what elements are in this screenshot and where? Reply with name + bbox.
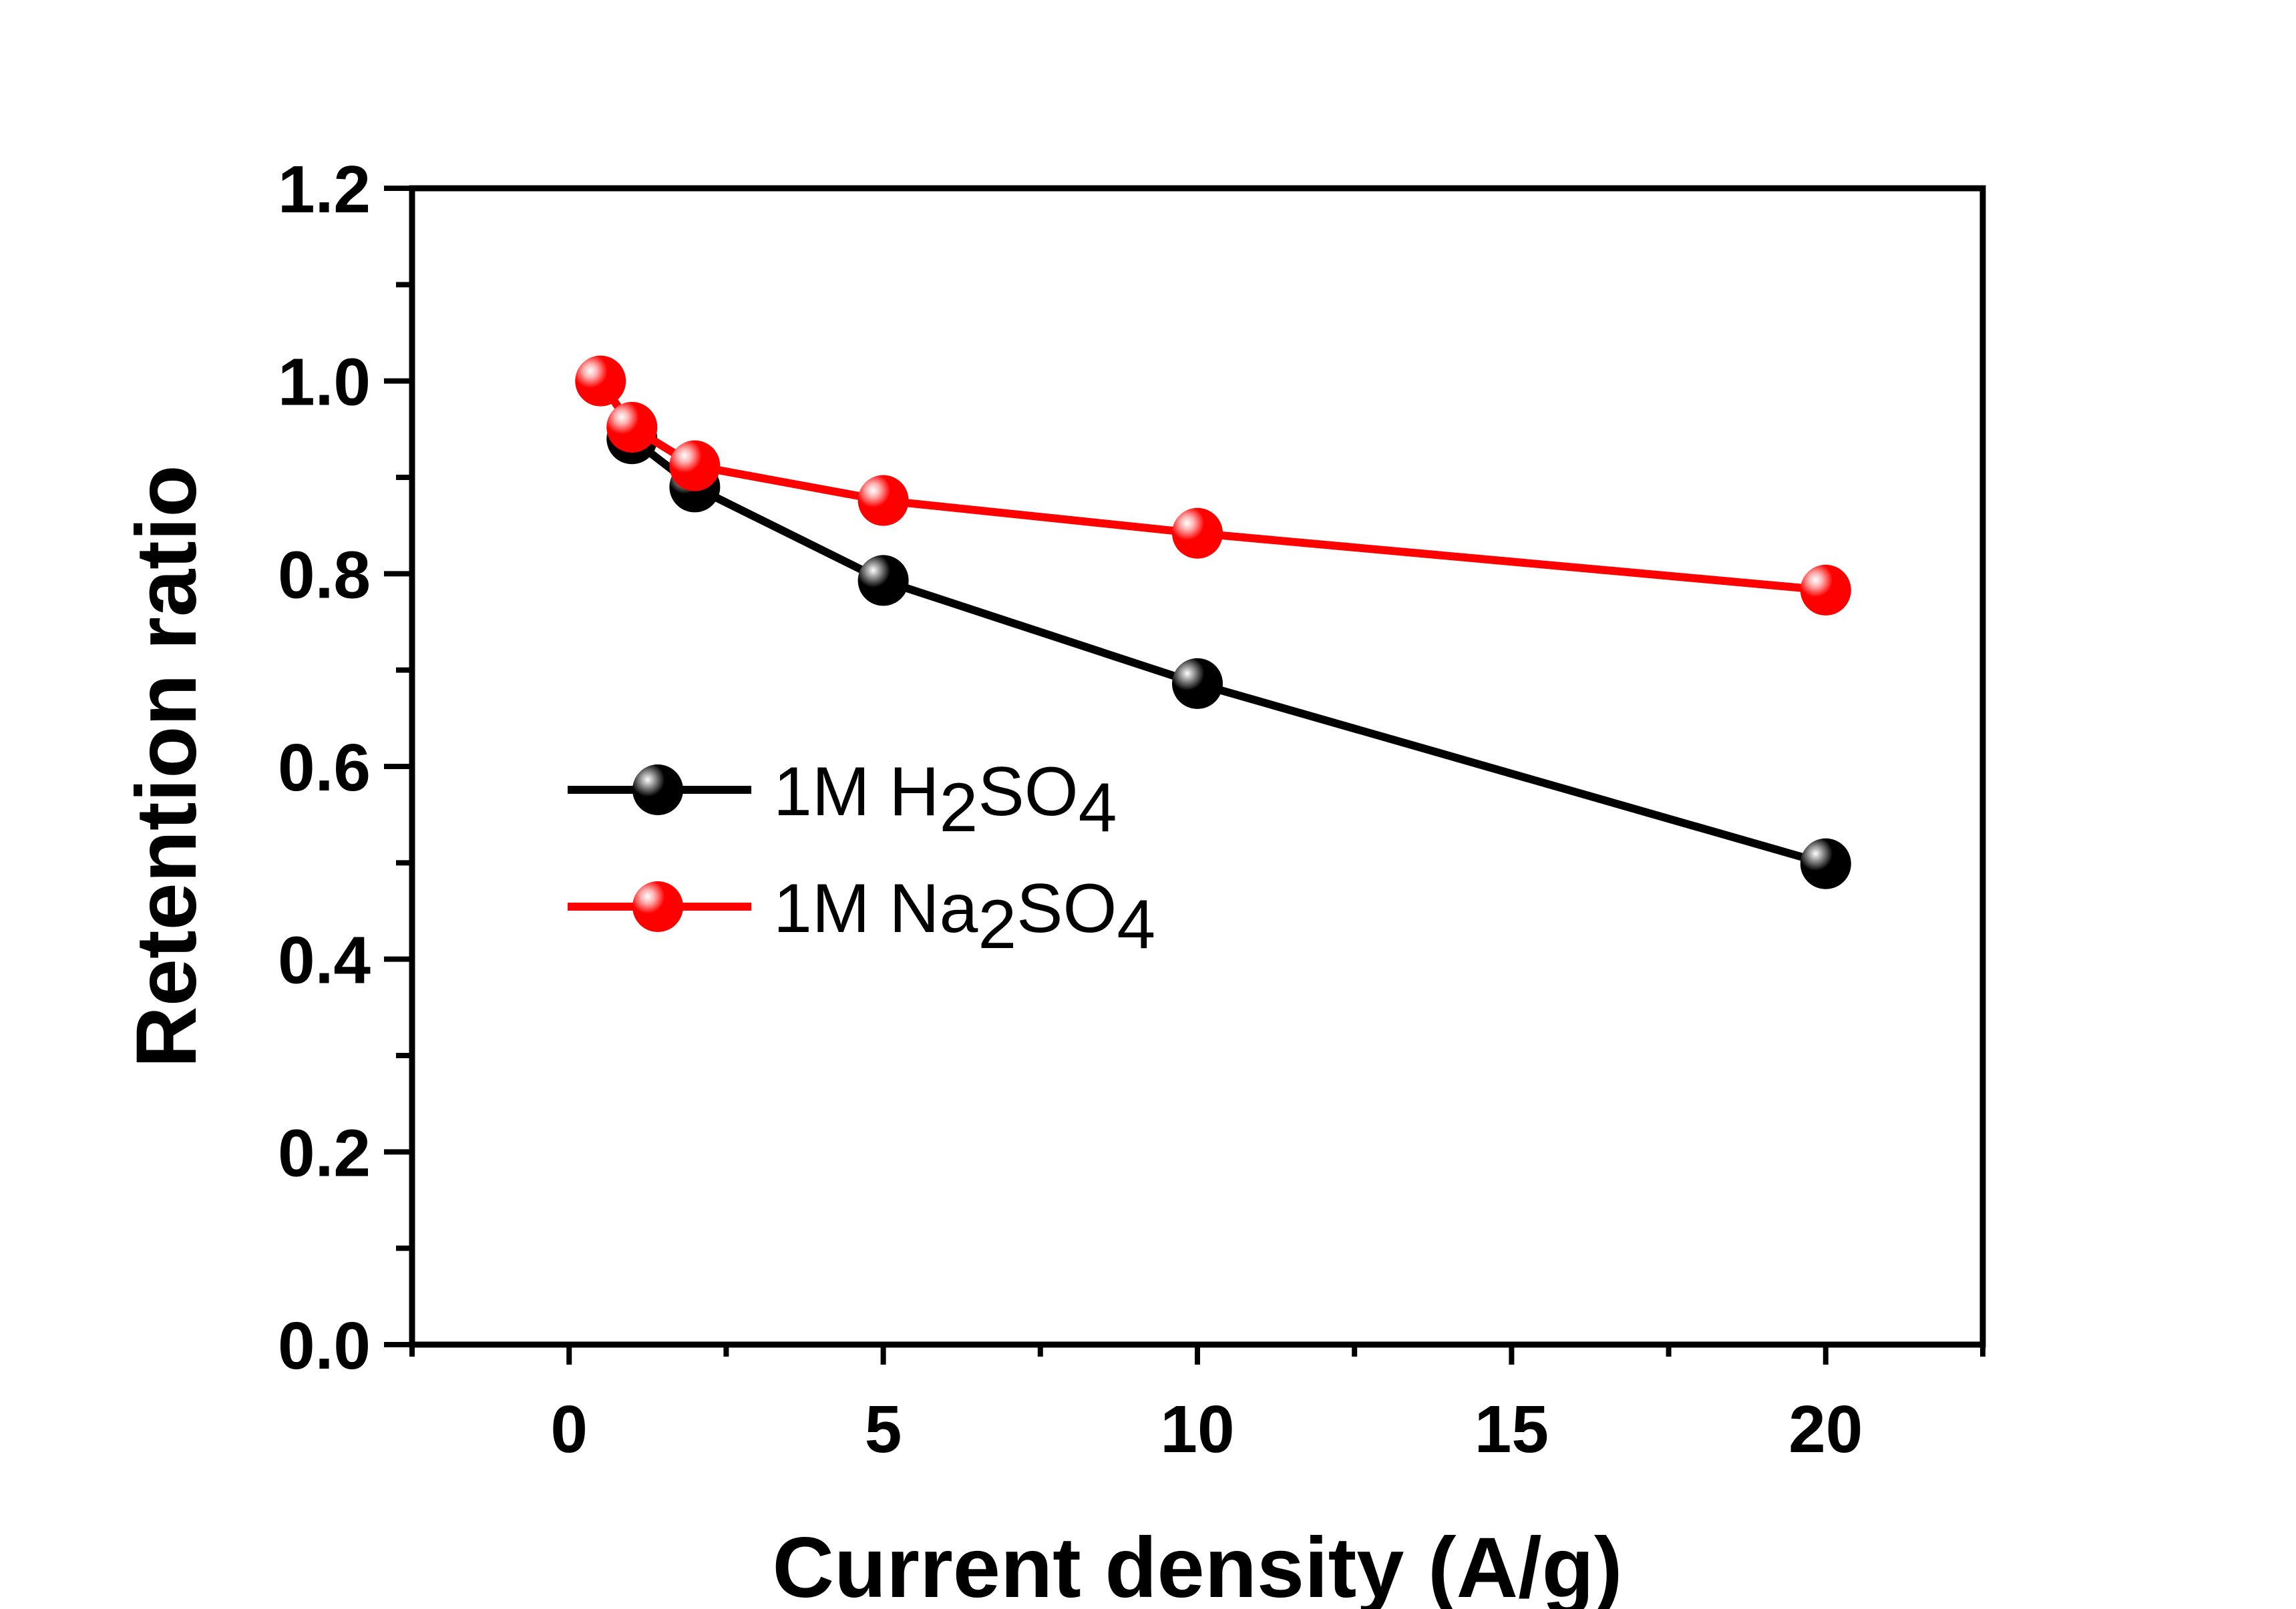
y-tick-label: 0.2 bbox=[278, 1116, 371, 1190]
y-tick-label: 0.4 bbox=[278, 923, 371, 998]
series-2-marker bbox=[857, 475, 909, 526]
series-2-line bbox=[597, 379, 1827, 594]
series-2-marker bbox=[606, 401, 658, 453]
axis-ticks bbox=[384, 186, 1985, 1365]
series-1-marker bbox=[1800, 838, 1851, 889]
y-axis-title: Retention ratio bbox=[119, 465, 214, 1068]
x-tick-label: 20 bbox=[1788, 1392, 1863, 1467]
series-1-marker bbox=[1172, 658, 1223, 709]
y-tick-label: 0.8 bbox=[278, 537, 371, 612]
series-1-marker bbox=[857, 555, 909, 606]
y-tick-label: 1.0 bbox=[278, 345, 371, 420]
series-layer bbox=[575, 355, 1851, 889]
y-tick-label: 1.2 bbox=[278, 152, 371, 227]
axis-tick-labels: 0 5 10 15 20 0.0 0.2 0.4 0.6 0.8 1.0 1.2 bbox=[278, 152, 1863, 1467]
x-tick-label: 5 bbox=[865, 1392, 902, 1467]
y-tick-label: 0.0 bbox=[278, 1309, 371, 1383]
x-axis-title: Current density (A/g) bbox=[773, 1520, 1623, 1609]
plot-frame bbox=[409, 185, 1986, 1348]
series-2-marker bbox=[575, 355, 626, 407]
x-tick-label: 0 bbox=[550, 1392, 588, 1467]
x-tick-label: 15 bbox=[1475, 1392, 1549, 1467]
legend-label-1: 1M H2SO4 bbox=[773, 753, 1117, 847]
series-2-marker bbox=[669, 440, 721, 491]
series-2-marker bbox=[1172, 507, 1223, 559]
legend-label-2: 1M Na2SO4 bbox=[773, 870, 1155, 963]
y-tick-label: 0.6 bbox=[278, 730, 371, 805]
x-tick-label: 10 bbox=[1160, 1392, 1234, 1467]
legend-marker-1 bbox=[632, 764, 683, 815]
legend-marker-2 bbox=[632, 881, 683, 932]
series-2-marker bbox=[1800, 564, 1851, 616]
legend: 1M H2SO4 1M Na2SO4 bbox=[568, 753, 1155, 963]
